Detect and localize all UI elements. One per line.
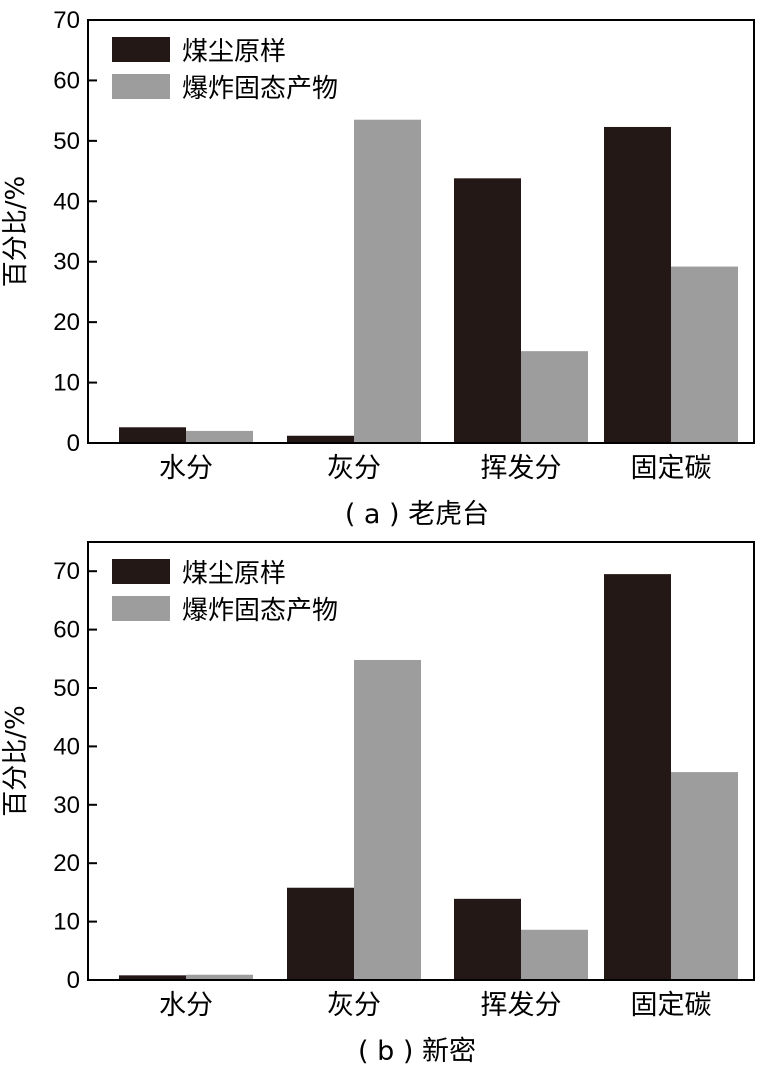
bar-explosion-residue-2 (521, 351, 588, 443)
x-category-label: 水分 (159, 990, 213, 1021)
y-tick-label: 0 (67, 967, 80, 994)
y-tick-label: 30 (53, 792, 80, 819)
bar-explosion-residue-3 (671, 772, 738, 980)
bar-raw-sample-1 (287, 887, 354, 980)
bar-explosion-residue-1 (354, 119, 421, 443)
x-category-label: 灰分 (327, 453, 381, 484)
bar-raw-sample-2 (454, 178, 521, 443)
y-axis-title: 百分比/% (1, 176, 31, 287)
plot-frame (87, 541, 755, 981)
x-category-label: 挥发分 (481, 990, 562, 1021)
x-category-label: 固定碳 (631, 453, 712, 484)
y-tick-label: 40 (53, 733, 80, 760)
legend-label-explosion-residue: 爆炸固态产物 (182, 596, 338, 626)
y-tick-label: 10 (53, 909, 80, 936)
y-tick-label: 0 (67, 430, 80, 457)
bar-explosion-residue-1 (354, 659, 421, 980)
x-category-label: 挥发分 (481, 453, 562, 484)
bar-explosion-residue-2 (521, 929, 588, 980)
y-axis-title: 百分比/% (1, 705, 31, 816)
chart-panel-b: 0 10 20 30 40 50 60 70 水分 灰分 挥发分 固定碳 百分比/% 煤尘原样爆炸固态产物… (1, 541, 755, 1067)
legend-label-explosion-residue: 爆炸固态产物 (182, 74, 338, 104)
legend-label-raw-sample: 煤尘原样 (182, 37, 286, 67)
y-tick-label: 50 (53, 675, 80, 702)
bar-raw-sample-3 (604, 126, 671, 444)
chart-caption: ( a ) 老虎台 (345, 499, 489, 530)
y-tick-label: 10 (53, 370, 80, 397)
y-tick-label: 70 (53, 558, 80, 585)
bar-raw-sample-0 (119, 975, 186, 980)
legend-label-raw-sample: 煤尘原样 (182, 559, 286, 589)
bar-explosion-residue-3 (671, 266, 738, 443)
y-tick-label: 20 (53, 309, 80, 336)
x-category-label: 固定碳 (631, 990, 712, 1021)
bar-explosion-residue-0 (186, 974, 253, 980)
y-tick-label: 70 (53, 7, 80, 34)
plot-frame (87, 19, 755, 444)
bar-raw-sample-1 (287, 435, 354, 443)
y-tick-label: 60 (53, 617, 80, 644)
bar-explosion-residue-0 (186, 430, 253, 443)
bar-raw-sample-2 (454, 898, 521, 980)
y-tick-label: 60 (53, 67, 80, 94)
bar-raw-sample-0 (119, 427, 186, 443)
y-tick-label: 30 (53, 249, 80, 276)
chart-panel-a: 0 10 20 30 40 50 60 70 水分 灰分 挥发分 固定碳 百分比/% 煤尘原样爆炸固态产物… (1, 7, 755, 530)
y-tick-label: 20 (53, 850, 80, 877)
legend-swatch-raw-sample (112, 37, 170, 62)
legend-swatch-raw-sample (112, 559, 170, 584)
x-category-label: 水分 (159, 453, 213, 484)
legend-swatch-explosion-residue (112, 74, 170, 99)
y-tick-label: 50 (53, 128, 80, 155)
chart-caption: ( b ) 新密 (358, 1036, 476, 1067)
bar-raw-sample-3 (604, 574, 671, 980)
x-category-label: 灰分 (327, 990, 381, 1021)
y-tick-label: 40 (53, 188, 80, 215)
legend-swatch-explosion-residue (112, 596, 170, 621)
